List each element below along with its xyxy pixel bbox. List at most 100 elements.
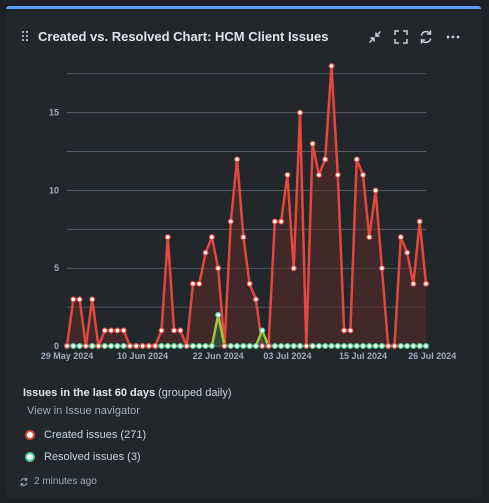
created-data-point[interactable] — [196, 280, 203, 287]
created-data-point[interactable] — [139, 343, 146, 350]
created-data-point[interactable] — [158, 327, 165, 334]
created-data-point[interactable] — [328, 62, 335, 70]
created-data-point[interactable] — [347, 327, 354, 334]
resolved-data-point[interactable] — [284, 343, 291, 350]
created-data-point[interactable] — [265, 343, 272, 350]
created-data-point[interactable] — [164, 234, 171, 241]
resolved-data-point[interactable] — [259, 327, 266, 334]
created-data-point[interactable] — [221, 343, 228, 350]
resolved-data-point[interactable] — [252, 343, 259, 350]
resolved-data-point[interactable] — [227, 343, 234, 350]
created-data-point[interactable] — [89, 296, 96, 303]
created-data-point[interactable] — [240, 234, 247, 241]
created-data-point[interactable] — [202, 249, 209, 256]
resolved-data-point[interactable] — [114, 343, 121, 350]
created-data-point[interactable] — [70, 296, 77, 303]
resolved-data-point[interactable] — [101, 343, 108, 350]
resolved-data-point[interactable] — [347, 343, 354, 350]
created-data-point[interactable] — [152, 343, 159, 350]
resolved-data-point[interactable] — [158, 343, 165, 350]
created-data-point[interactable] — [177, 327, 184, 334]
created-data-point[interactable] — [391, 343, 398, 350]
created-data-point[interactable] — [126, 343, 133, 350]
resolved-data-point[interactable] — [372, 343, 379, 350]
resolved-data-point[interactable] — [108, 343, 115, 350]
resolved-data-point[interactable] — [240, 343, 247, 350]
created-data-point[interactable] — [290, 265, 297, 272]
resolved-data-point[interactable] — [328, 343, 335, 350]
created-data-point[interactable] — [171, 327, 178, 334]
resolved-data-point[interactable] — [322, 343, 329, 350]
created-data-point[interactable] — [397, 234, 404, 241]
resolved-data-point[interactable] — [76, 343, 83, 350]
created-data-point[interactable] — [246, 280, 253, 287]
created-data-point[interactable] — [284, 171, 291, 178]
created-data-point[interactable] — [215, 265, 222, 272]
created-data-point[interactable] — [76, 296, 83, 303]
more-icon[interactable] — [445, 29, 461, 45]
created-data-point[interactable] — [208, 234, 215, 241]
created-data-point[interactable] — [145, 343, 152, 350]
created-data-point[interactable] — [315, 171, 322, 178]
resolved-data-point[interactable] — [416, 343, 423, 350]
created-data-point[interactable] — [101, 327, 108, 334]
created-data-point[interactable] — [189, 280, 196, 287]
resolved-data-point[interactable] — [202, 343, 209, 350]
resolved-data-point[interactable] — [278, 343, 285, 350]
created-data-point[interactable] — [234, 156, 241, 163]
resolved-data-point[interactable] — [246, 343, 253, 350]
created-data-point[interactable] — [378, 265, 385, 272]
resolved-data-point[interactable] — [334, 343, 341, 350]
drag-handle-icon[interactable] — [22, 31, 30, 43]
resolved-data-point[interactable] — [208, 343, 215, 350]
created-data-point[interactable] — [133, 343, 140, 350]
minimize-icon[interactable] — [367, 29, 383, 45]
resolved-data-point[interactable] — [315, 343, 322, 350]
created-data-point[interactable] — [416, 218, 423, 225]
resolved-data-point[interactable] — [171, 343, 178, 350]
resolved-data-point[interactable] — [271, 343, 278, 350]
created-data-point[interactable] — [252, 296, 259, 303]
resolved-data-point[interactable] — [404, 343, 411, 350]
created-data-point[interactable] — [410, 280, 417, 287]
resolved-data-point[interactable] — [89, 343, 96, 350]
created-data-point[interactable] — [334, 171, 341, 178]
created-data-point[interactable] — [114, 327, 121, 334]
resolved-data-point[interactable] — [177, 343, 184, 350]
created-data-point[interactable] — [303, 343, 310, 350]
created-data-point[interactable] — [227, 218, 234, 225]
created-data-point[interactable] — [341, 327, 348, 334]
fullscreen-icon[interactable] — [393, 29, 409, 45]
resolved-data-point[interactable] — [290, 343, 297, 350]
created-data-point[interactable] — [95, 343, 102, 350]
resolved-data-point[interactable] — [397, 343, 404, 350]
resolved-data-point[interactable] — [70, 343, 77, 350]
legend-created[interactable]: Created issues (271) — [23, 429, 146, 441]
resolved-data-point[interactable] — [309, 343, 316, 350]
resolved-data-point[interactable] — [164, 343, 171, 350]
resolved-data-point[interactable] — [189, 343, 196, 350]
created-data-point[interactable] — [423, 280, 430, 287]
resolved-data-point[interactable] — [297, 343, 304, 350]
created-data-point[interactable] — [353, 156, 360, 163]
resolved-data-point[interactable] — [215, 311, 222, 318]
created-data-point[interactable] — [297, 109, 304, 116]
resolved-data-point[interactable] — [234, 343, 241, 350]
resolved-data-point[interactable] — [196, 343, 203, 350]
issue-navigator-link[interactable]: View in Issue navigator — [27, 405, 140, 417]
resolved-data-point[interactable] — [360, 343, 367, 350]
created-data-point[interactable] — [385, 343, 392, 350]
resolved-data-point[interactable] — [120, 343, 127, 350]
created-data-point[interactable] — [108, 327, 115, 334]
created-data-point[interactable] — [278, 218, 285, 225]
resolved-data-point[interactable] — [423, 343, 430, 350]
resolved-data-point[interactable] — [366, 343, 373, 350]
created-data-point[interactable] — [120, 327, 127, 334]
created-data-point[interactable] — [82, 343, 89, 350]
created-data-point[interactable] — [322, 156, 329, 163]
resolved-data-point[interactable] — [378, 343, 385, 350]
created-data-point[interactable] — [404, 249, 411, 256]
created-data-point[interactable] — [360, 171, 367, 178]
legend-resolved[interactable]: Resolved issues (3) — [23, 451, 141, 463]
created-data-point[interactable] — [183, 343, 190, 350]
